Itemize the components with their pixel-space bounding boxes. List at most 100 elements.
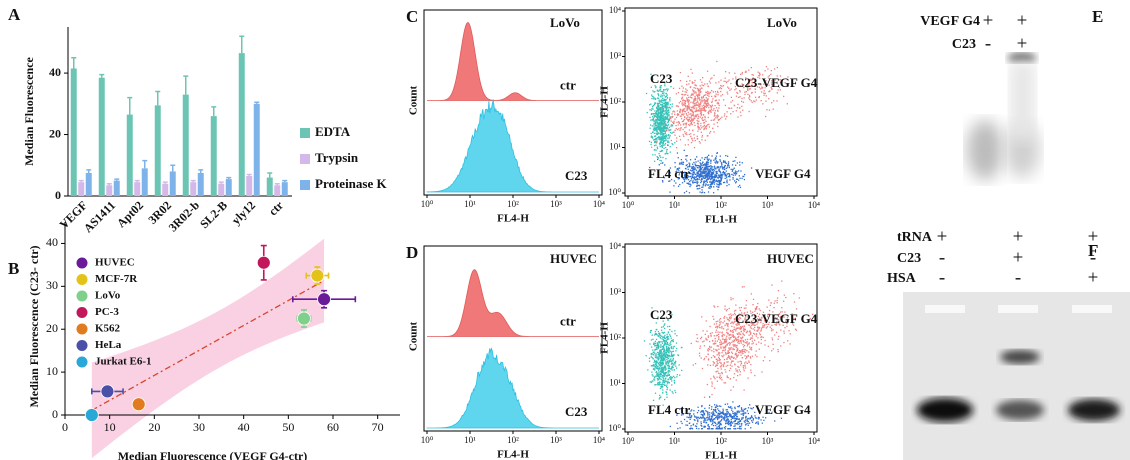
lane-row-label: C23: [897, 251, 921, 266]
error-bar: [211, 107, 216, 116]
lane-row-label: C23: [952, 37, 976, 52]
x-axis-label: FL1-H: [705, 214, 737, 226]
x-tick-label: 10⁰: [421, 199, 434, 209]
legend-marker: [77, 357, 88, 368]
x-tick-label: 10⁰: [622, 436, 635, 446]
y-tick-label: 10¹: [609, 378, 621, 388]
x-tick-label: 10⁴: [593, 435, 605, 445]
bar: [198, 173, 204, 196]
panel-label: B: [8, 259, 19, 278]
y-tick-label: 0: [52, 407, 58, 421]
panel-label: E: [1092, 7, 1103, 26]
error-bar: [99, 75, 104, 78]
error-bar: [114, 179, 119, 181]
error-bar: [219, 182, 224, 184]
x-tick-label: 10³: [550, 199, 562, 209]
y-axis-label: FL4-H: [599, 86, 611, 118]
error-bar: [163, 182, 168, 184]
histogram-label: ctr: [560, 77, 576, 92]
x-tick-label: 10⁰: [421, 435, 434, 445]
error-bar: [127, 98, 132, 115]
x-axis-label: FL1-H: [705, 450, 737, 460]
y-axis-label: Count: [408, 85, 420, 115]
bar: [162, 184, 168, 196]
lane-sign: +: [1013, 247, 1024, 268]
y-tick-label: 20: [46, 321, 58, 335]
legend-label: Trypsin: [315, 150, 359, 165]
x-tick-label: 10¹: [669, 200, 681, 210]
legend-marker: [77, 274, 88, 285]
gate-label: C23: [650, 307, 673, 322]
lane-sign: -: [1090, 247, 1096, 268]
error-bar: [254, 102, 259, 104]
y-axis-label: FL4-H: [599, 322, 611, 354]
x-tick-label: Apt02: [114, 198, 146, 230]
error-bar: [282, 181, 287, 183]
bar: [267, 178, 273, 196]
error-bar: [183, 76, 188, 94]
x-tick-label: 10⁴: [808, 200, 820, 210]
x-tick-label: 10³: [762, 436, 774, 446]
legend-marker: [77, 324, 88, 335]
x-tick-label: 20: [148, 420, 160, 434]
x-tick-label: 10³: [550, 435, 562, 445]
x-axis-label: FL4-H: [497, 449, 529, 460]
bar: [78, 182, 84, 196]
x-tick-label: 10¹: [669, 436, 681, 446]
y-axis-label: Median Fluorescence: [22, 56, 36, 165]
y-tick-label: 20: [49, 126, 61, 140]
bar: [218, 184, 224, 196]
lane-row-label: HSA: [887, 271, 917, 286]
gate-label: VEGF G4: [755, 166, 811, 181]
y-tick-label: 10³: [609, 287, 621, 297]
x-tick-label: 10¹: [464, 435, 476, 445]
x-tick-label: 50: [282, 420, 294, 434]
bar: [254, 104, 260, 196]
y-tick-label: 10²: [609, 96, 621, 106]
point: [85, 409, 98, 422]
y-tick-label: 40: [46, 235, 58, 249]
error-bar: [135, 181, 140, 183]
error-bar: [191, 181, 196, 183]
error-bar: [79, 181, 84, 183]
error-bar: [155, 92, 160, 106]
bar: [71, 68, 77, 196]
y-tick-label: 10: [46, 364, 58, 378]
y-tick-label: 40: [49, 65, 61, 79]
legend-label: HUVEC: [95, 257, 135, 269]
histogram: [427, 23, 599, 192]
lane-row-label: VEGF G4: [920, 14, 980, 29]
lane-sign: -: [985, 33, 991, 54]
bar: [134, 182, 140, 196]
y-axis-label: Median Fluorescence (C23- ctr): [27, 245, 41, 407]
error-bar: [226, 178, 231, 180]
histogram-label: C23: [565, 168, 588, 183]
gate-label: FL4 ctr: [648, 402, 690, 417]
y-tick-label: 10³: [609, 51, 621, 61]
gate-label: C23-VEGF G4: [735, 75, 818, 90]
error-bar: [107, 184, 112, 186]
y-tick-label: 30: [46, 278, 58, 292]
panel-label: C: [406, 7, 418, 26]
point: [101, 385, 114, 398]
lane-sign: -: [1015, 267, 1021, 288]
bar: [274, 185, 280, 196]
y-tick-label: 10²: [609, 332, 621, 342]
x-tick-label: 10²: [715, 200, 727, 210]
lane-row-label: tRNA: [897, 230, 933, 245]
bar: [211, 116, 217, 196]
legend-label: Proteinase K: [315, 176, 387, 191]
lane-sign: -: [939, 247, 945, 268]
point: [297, 312, 310, 325]
histogram-label: C23: [565, 404, 588, 419]
x-tick-label: 10³: [762, 200, 774, 210]
x-tick-label: SL2-B: [197, 198, 230, 231]
error-bar: [198, 170, 203, 173]
x-tick-label: 40: [238, 420, 250, 434]
x-tick-label: 10¹: [464, 199, 476, 209]
error-bar: [86, 170, 91, 173]
x-tick-label: 10²: [507, 199, 519, 209]
bar: [142, 168, 148, 196]
gate-label: FL4 ctr: [648, 166, 690, 181]
